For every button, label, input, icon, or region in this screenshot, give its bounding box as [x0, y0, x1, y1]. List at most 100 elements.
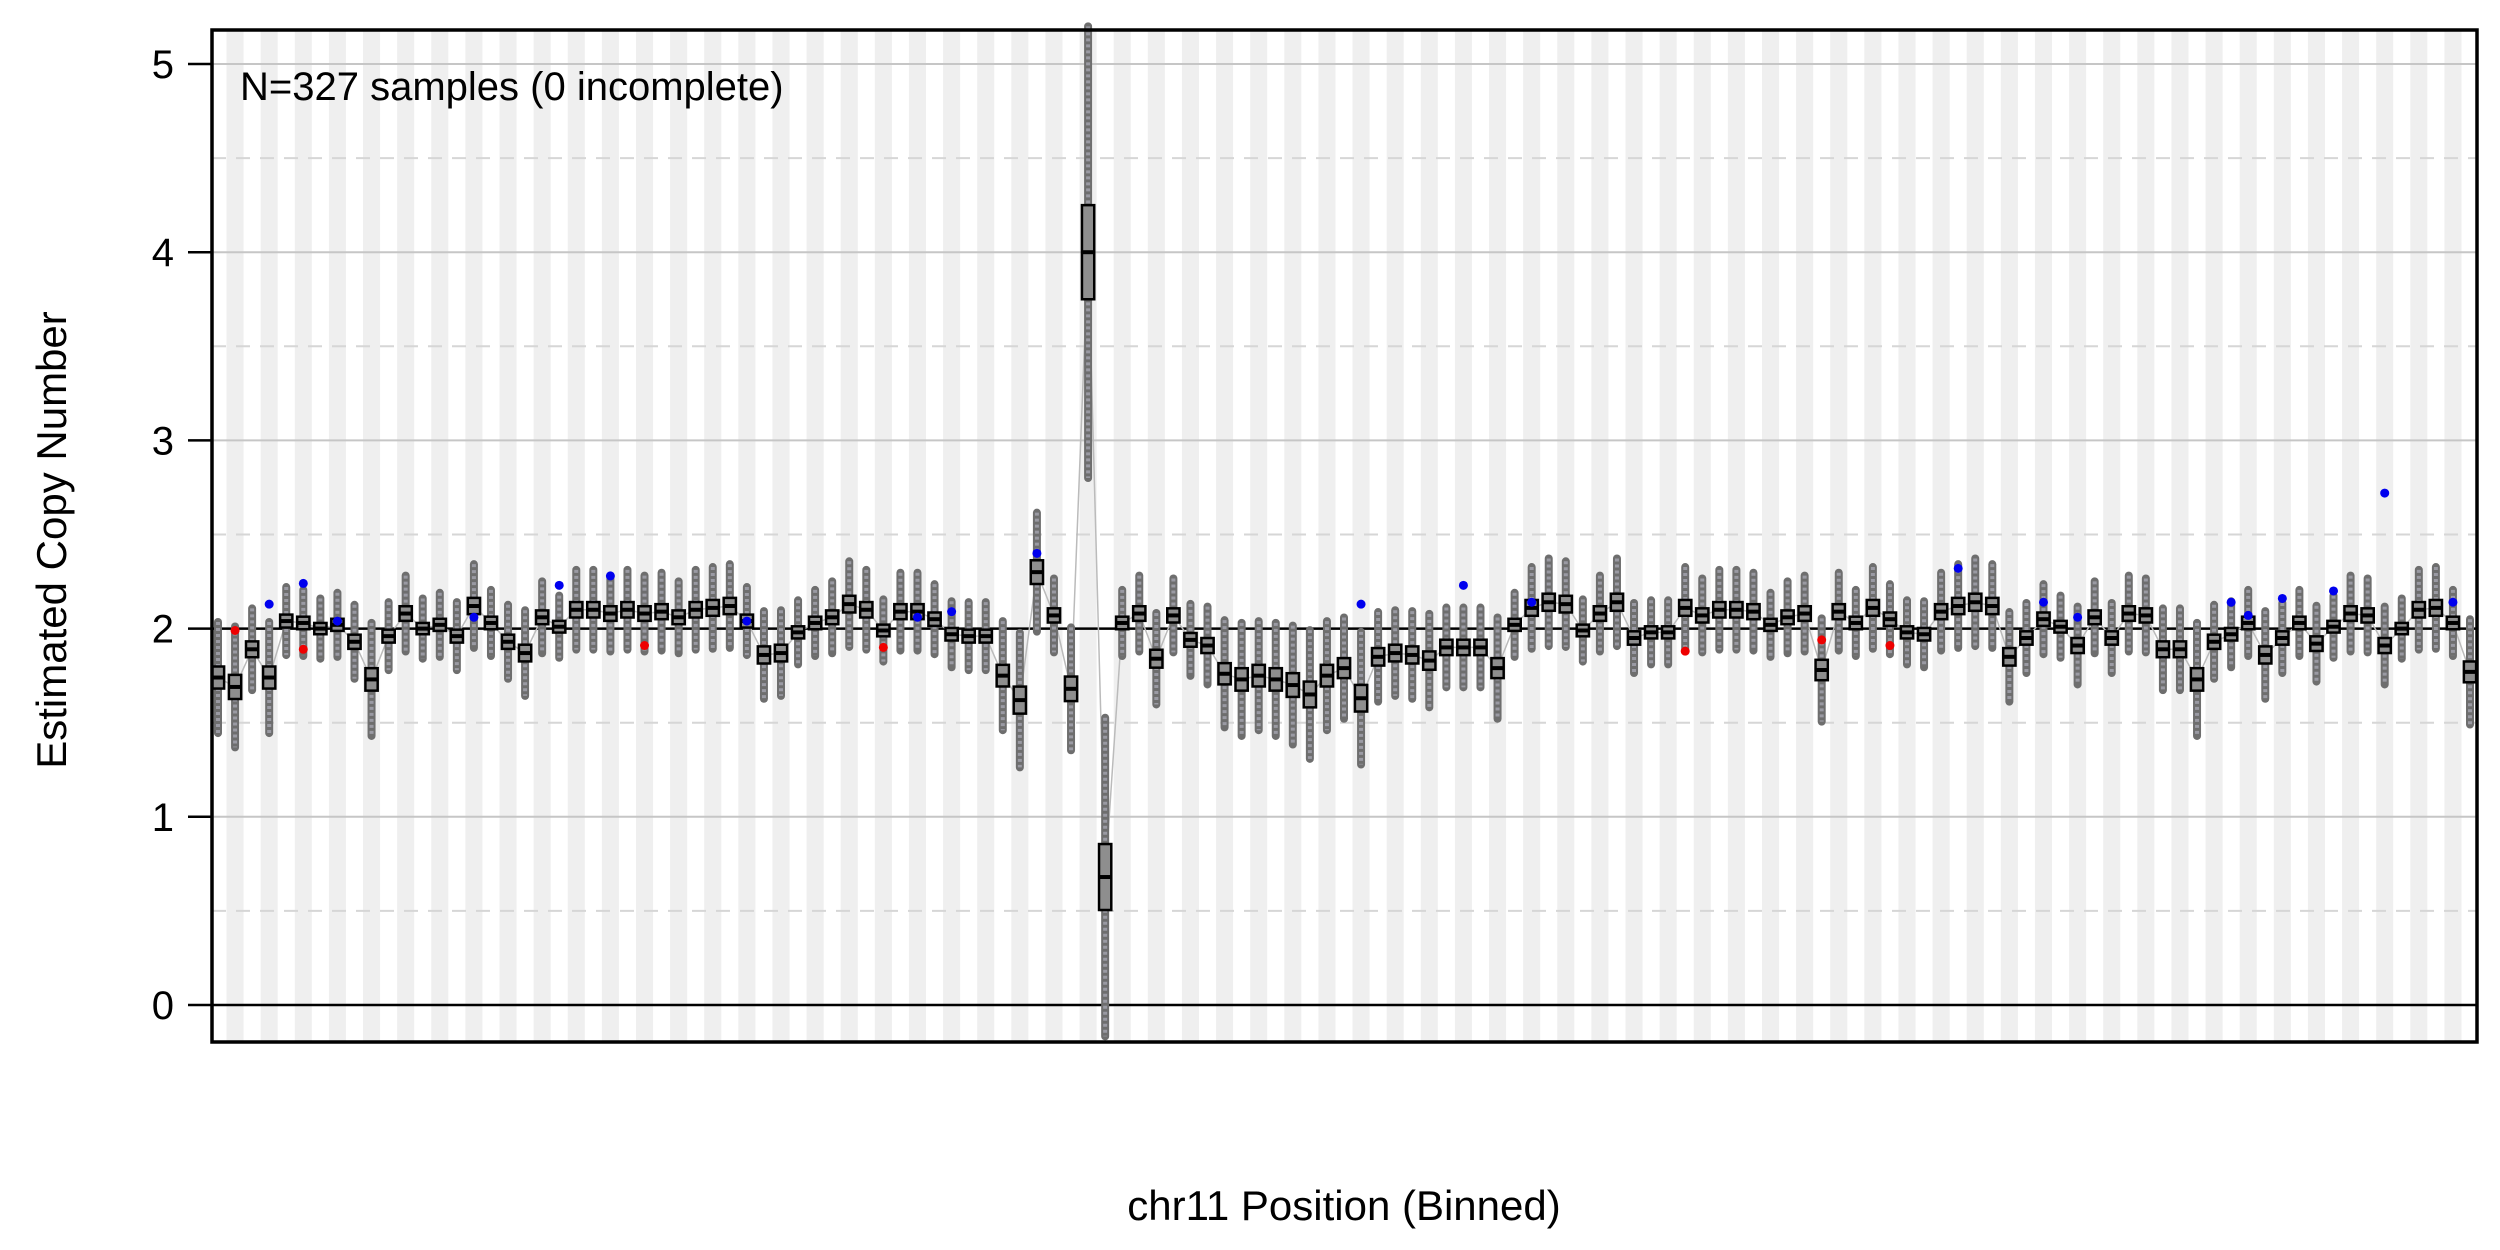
box-plot [398, 571, 414, 656]
bin-stripe [704, 30, 722, 1042]
low-outlier-point [298, 644, 308, 654]
sample-count-annotation: N=327 samples (0 incomplete) [240, 65, 784, 109]
box-plot [449, 598, 465, 675]
box-plot [1984, 560, 2000, 652]
box-plot [1166, 574, 1181, 657]
outlier-points [230, 488, 2458, 656]
bin-stripe [1318, 30, 1336, 1042]
high-outlier-point [2448, 597, 2458, 607]
bin-stripe [908, 30, 927, 1042]
box-plot [1012, 628, 1028, 772]
bin-stripe [2239, 30, 2257, 1042]
high-outlier-point [264, 599, 274, 609]
box-plot [2019, 599, 2034, 678]
bin-stripe [2410, 30, 2428, 1042]
box-plot [1285, 621, 1301, 749]
high-outlier-point [1953, 563, 1963, 573]
bin-stripe [2307, 30, 2325, 1042]
box-plot [1660, 596, 1676, 669]
box-plot [551, 591, 567, 662]
grid-lines [212, 63, 2477, 1007]
y-tick-label: 0 [152, 984, 174, 1028]
y-axis: 0 1 2 3 4 5 [152, 43, 212, 1028]
box-plot [2343, 571, 2358, 656]
box-plot [432, 588, 448, 661]
box-plot [1217, 616, 1232, 732]
bin-stripe [2205, 30, 2223, 1042]
box-plot [1456, 603, 1471, 692]
high-outlier-point [469, 612, 479, 622]
plot-frame [210, 28, 2479, 1044]
box-plot [1609, 554, 1625, 651]
bin-stripe [1386, 30, 1404, 1042]
box-plot [500, 600, 516, 683]
box-plot [1080, 22, 1096, 483]
high-outlier-point [2226, 597, 2236, 607]
bin-stripes [226, 30, 2462, 1042]
high-outlier-point [1032, 548, 1042, 558]
bin-stripe [2444, 30, 2462, 1042]
box-plot [1268, 618, 1284, 740]
box-plot [210, 617, 226, 738]
bin-stripe [1796, 30, 1814, 1042]
high-outlier-point [2243, 610, 2253, 620]
box-plot [637, 571, 652, 656]
box-plot [1763, 588, 1778, 661]
y-tick-label: 1 [152, 796, 174, 840]
box-plot [1967, 554, 1983, 651]
box-plot [620, 565, 635, 654]
box-plot [1626, 599, 1642, 678]
box-plot [347, 600, 362, 683]
box-plot [2257, 607, 2273, 703]
box-plot [1865, 563, 1881, 653]
bin-stripe [738, 30, 756, 1042]
bin-stripe [1011, 30, 1029, 1042]
high-outlier-point [298, 578, 308, 588]
box-plot [1677, 563, 1693, 653]
bin-stripe [226, 30, 244, 1042]
box-plot [2053, 591, 2068, 662]
bin-stripe [1557, 30, 1575, 1042]
box-plot [1575, 595, 1591, 666]
box-plot [756, 607, 772, 703]
bin-stripe [1181, 30, 1199, 1042]
box-plot [978, 598, 994, 675]
box-plot [2274, 599, 2290, 678]
box-plot [2087, 577, 2103, 658]
high-outlier-point [1527, 597, 1537, 607]
box-plot [858, 565, 874, 654]
box-plot [2138, 574, 2154, 657]
box-plot [381, 598, 396, 675]
bin-stripe [601, 30, 619, 1042]
bin-stripe [1284, 30, 1302, 1042]
box-plot [1643, 596, 1659, 669]
bin-stripe [772, 30, 790, 1042]
box-plot [1746, 568, 1761, 655]
y-tick-label: 4 [152, 231, 174, 275]
bin-stripe [943, 30, 961, 1042]
box-plot [2428, 563, 2444, 653]
box-plot [1353, 627, 1369, 769]
box-plot [2240, 585, 2256, 661]
low-outlier-point [640, 641, 650, 651]
high-outlier-point [554, 580, 564, 590]
bin-stripe [2171, 30, 2189, 1042]
bin-stripe [1045, 30, 1063, 1042]
high-outlier-point [1458, 580, 1468, 590]
box-plot [654, 568, 669, 655]
bin-stripe [1113, 30, 1131, 1042]
bin-stripe [465, 30, 483, 1042]
box-plot [603, 571, 618, 656]
box-plot [927, 580, 942, 659]
bin-stripe [670, 30, 688, 1042]
bin-stripe [1659, 30, 1677, 1042]
high-outlier-point [912, 612, 922, 622]
box-plot [2326, 591, 2341, 662]
box-plot [893, 568, 908, 655]
box-plot [1063, 623, 1079, 755]
box-plot [1814, 614, 1830, 726]
high-outlier-point [2073, 612, 2083, 622]
box-plot [1097, 713, 1113, 1041]
high-outlier-point [2329, 586, 2339, 596]
high-outlier-point [2038, 597, 2048, 607]
